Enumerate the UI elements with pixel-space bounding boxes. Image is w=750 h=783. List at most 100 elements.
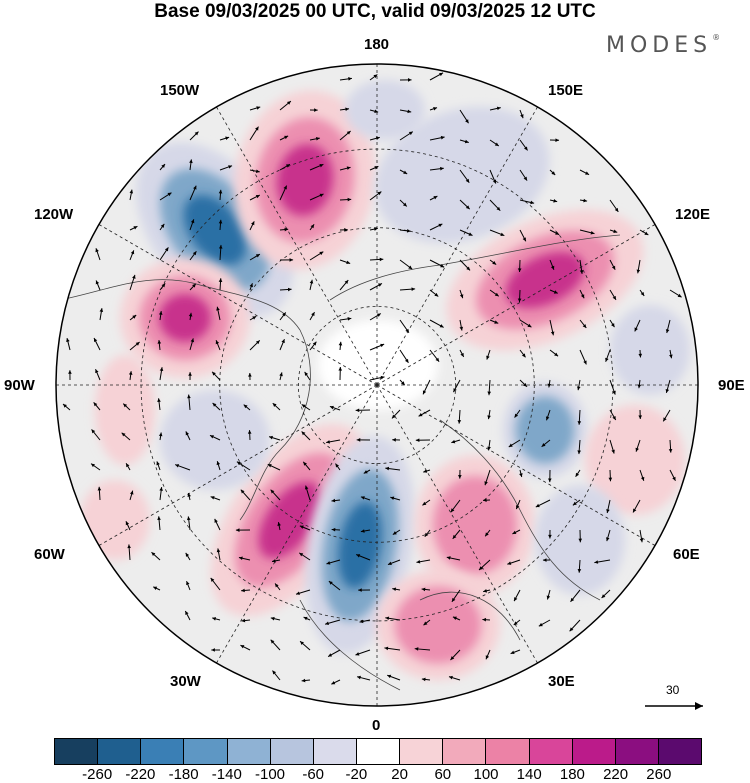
wind-vector	[249, 106, 261, 111]
colorbar-swatch	[141, 739, 185, 764]
lon-label-90e: 90E	[718, 377, 745, 394]
graticule	[56, 64, 698, 706]
wind-vector	[635, 439, 641, 452]
wind-vector	[489, 169, 497, 184]
wind-vector	[339, 77, 353, 81]
wind-vector	[186, 580, 191, 591]
wind-vector	[158, 311, 163, 321]
wind-vector	[129, 189, 134, 201]
wind-vector	[392, 438, 401, 442]
wind-vector	[90, 463, 101, 471]
wind-vector	[549, 259, 555, 270]
wind-vector	[399, 169, 408, 175]
wind-vector	[422, 499, 431, 506]
lon-label-0: 0	[372, 717, 381, 734]
colorbar-label: 260	[646, 766, 672, 783]
colorbar-swatch	[658, 739, 702, 764]
colorbar-swatch	[615, 739, 659, 764]
map-title: Base 09/03/2025 00 UTC, valid 09/03/2025…	[154, 1, 596, 22]
wind-vector	[359, 619, 371, 624]
coastline	[239, 329, 311, 521]
wind-vector	[489, 319, 499, 324]
wind-vector	[156, 461, 161, 471]
wind-vector	[577, 409, 582, 425]
wind-vector	[549, 138, 560, 142]
anomaly-contour	[415, 455, 535, 595]
wind-vector	[279, 312, 287, 321]
wind-vector	[62, 403, 71, 411]
anomaly-fill	[505, 251, 585, 309]
wind-vector	[279, 163, 291, 171]
wind-vector	[188, 312, 193, 321]
wind-vector	[459, 109, 469, 124]
lon-label-120w: 120W	[34, 206, 74, 223]
wind-vector	[309, 224, 315, 231]
wind-vector	[609, 439, 615, 454]
wind-vector	[594, 559, 611, 564]
wind-vector	[218, 244, 223, 261]
wind-vector	[452, 616, 461, 621]
wind-vector	[309, 279, 314, 291]
wind-vector	[634, 319, 641, 332]
colorbar-label: -140	[211, 766, 242, 783]
wind-vector	[279, 185, 288, 201]
wind-vector	[515, 499, 521, 510]
colorbar-swatch	[55, 739, 99, 764]
wind-vector	[188, 372, 192, 381]
anomaly-contour	[95, 355, 155, 465]
wind-vector	[339, 228, 348, 232]
wind-vector	[446, 556, 461, 561]
wind-vector	[324, 619, 341, 626]
wind-vector	[360, 529, 371, 533]
wind-vector	[519, 319, 532, 328]
wind-vector	[339, 317, 352, 321]
wind-vector	[608, 469, 613, 482]
wind-vector	[601, 589, 611, 599]
wind-vector	[638, 409, 643, 420]
wind-vector	[249, 194, 261, 201]
wind-vector	[309, 193, 324, 201]
wind-vector	[519, 199, 535, 205]
wind-vector	[429, 259, 445, 268]
wind-vector	[579, 349, 587, 365]
wind-vector	[416, 559, 431, 564]
colorbar-label: -220	[125, 766, 156, 783]
wind-vector	[249, 126, 259, 141]
wind-vector	[423, 619, 431, 626]
colorbar-swatch	[529, 739, 573, 764]
wind-vector	[129, 490, 134, 501]
wind-vector	[159, 223, 165, 231]
wind-vector	[450, 649, 461, 661]
wind-vector	[339, 130, 351, 141]
colorbar-label: -100	[254, 766, 286, 783]
wind-vector	[271, 559, 281, 563]
anomaly-fill	[80, 480, 150, 560]
wind-vector	[329, 405, 341, 411]
wind-vector	[331, 679, 341, 685]
wind-vector	[309, 341, 317, 351]
map-border	[55, 63, 699, 707]
wind-vector	[216, 461, 221, 471]
wind-vector	[549, 229, 560, 236]
anomaly-contour	[376, 570, 500, 680]
wind-vector	[399, 319, 410, 334]
wind-vector	[399, 287, 416, 291]
wind-vector	[95, 248, 101, 261]
colorbar-label: -60	[302, 766, 325, 783]
anomaly-fill	[159, 294, 211, 342]
wind-vector	[369, 109, 379, 113]
colorbar-swatch	[400, 739, 444, 764]
wind-vector	[606, 529, 611, 542]
wind-vector	[211, 648, 221, 652]
colorbar-swatch	[184, 739, 228, 764]
wind-vector	[355, 649, 371, 656]
wind-vector	[339, 107, 350, 112]
wind-vector	[189, 251, 197, 261]
wind-vector	[459, 259, 471, 271]
wind-vector	[579, 198, 588, 203]
wind-vector	[159, 283, 166, 291]
wind-vector	[309, 108, 318, 112]
wind-vector	[665, 319, 671, 334]
wind-vector	[279, 135, 289, 141]
wind-vector	[399, 199, 408, 207]
